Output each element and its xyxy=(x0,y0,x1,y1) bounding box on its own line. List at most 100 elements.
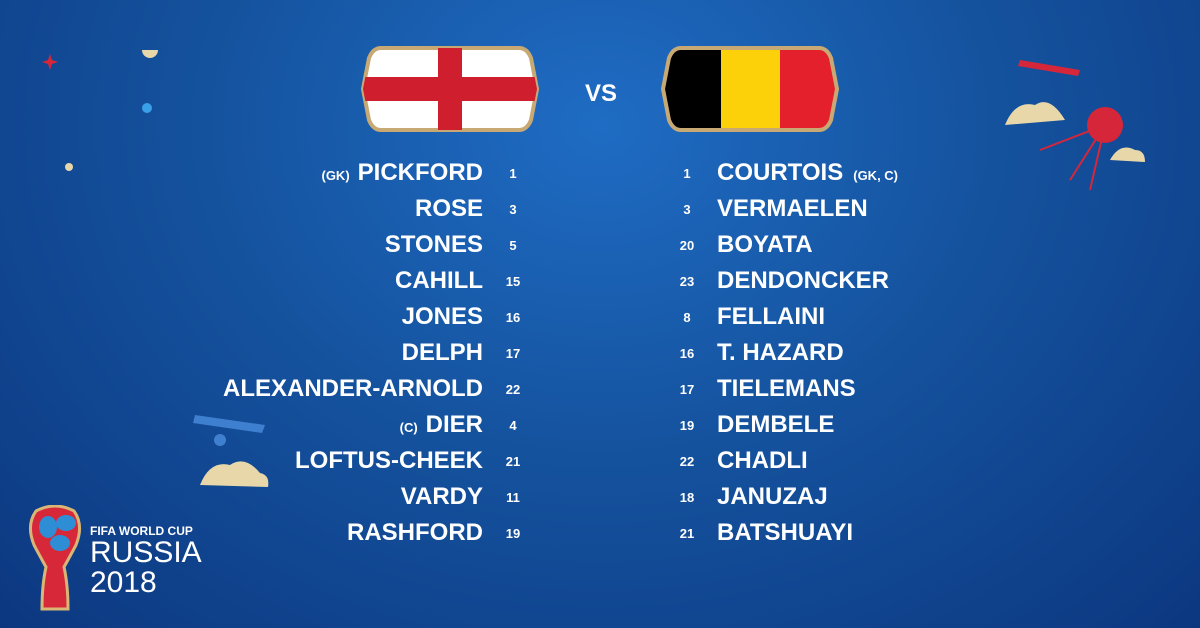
player-role-tag: (GK) xyxy=(321,168,350,183)
player-number: 20 xyxy=(679,237,695,253)
player-name: ROSE xyxy=(414,195,483,222)
player-name-group: TIELEMANS xyxy=(717,375,866,403)
player-number: 21 xyxy=(505,453,521,469)
player-name: VERMAELEN xyxy=(717,195,868,222)
player-name-group: LOFTUS-CHEEK xyxy=(287,447,483,475)
player-number: 16 xyxy=(679,345,695,361)
player-name-group: DELPH xyxy=(394,339,483,367)
player-role-tag: (GK, C) xyxy=(853,168,899,183)
player-number: 19 xyxy=(679,417,695,433)
belgium-flag xyxy=(661,46,839,132)
player-name: VARDY xyxy=(400,483,483,510)
player-name-group: CAHILL xyxy=(387,267,483,295)
player-name: CAHILL xyxy=(395,267,483,294)
world-cup-trophy-logo xyxy=(29,505,81,611)
player-name-group: BATSHUAYI xyxy=(717,519,863,547)
player-number: 11 xyxy=(506,489,520,505)
player-row: VERMAELEN 3 xyxy=(0,191,1200,227)
sputnik-decoration-icon xyxy=(1005,60,1145,191)
player-number: 18 xyxy=(679,489,695,505)
player-name: DENDONCKER xyxy=(717,267,890,294)
player-row: ALEXANDER-ARNOLD 22 xyxy=(0,371,1200,407)
player-number: 4 xyxy=(509,417,517,433)
player-name: DIER xyxy=(425,411,483,438)
player-row: RASHFORD 19 xyxy=(0,515,1200,551)
logo-line-3: 2018 xyxy=(90,566,157,599)
player-row: JONES 16 xyxy=(0,299,1200,335)
player-row: BOYATA 20 xyxy=(0,227,1200,263)
player-name: BATSHUAYI xyxy=(717,519,854,546)
player-name-group: FELLAINI xyxy=(717,303,835,331)
player-row: DEMBELE 19 xyxy=(0,407,1200,443)
player-number: 1 xyxy=(683,165,691,181)
player-name: COURTOIS xyxy=(717,159,844,186)
player-name: ALEXANDER-ARNOLD xyxy=(223,375,483,402)
vs-label: VS xyxy=(585,80,618,107)
player-name: FELLAINI xyxy=(717,303,825,330)
player-row: VARDY 11 xyxy=(0,479,1200,515)
player-name-group: JONES xyxy=(394,303,483,331)
player-name-group: (GK) PICKFORD xyxy=(321,159,483,187)
player-row: COURTOIS (GK, C) 1 xyxy=(0,155,1200,191)
player-name-group: VERMAELEN xyxy=(717,195,878,223)
celebration-figure-icon xyxy=(193,415,269,487)
player-row: DENDONCKER 23 xyxy=(0,263,1200,299)
player-row: CHADLI 22 xyxy=(0,443,1200,479)
player-number: 23 xyxy=(679,273,695,289)
player-name-group: JANUZAJ xyxy=(717,483,838,511)
player-name-group: BOYATA xyxy=(717,231,823,259)
player-name: TIELEMANS xyxy=(717,375,856,402)
player-row: CAHILL 15 xyxy=(0,263,1200,299)
player-number: 16 xyxy=(505,309,521,325)
player-name-group: STONES xyxy=(377,231,483,259)
player-row: (C) DIER 4 xyxy=(0,407,1200,443)
player-row: T. HAZARD 16 xyxy=(0,335,1200,371)
player-number: 15 xyxy=(505,273,521,289)
player-row: BATSHUAYI 21 xyxy=(0,515,1200,551)
player-name-group: DENDONCKER xyxy=(717,267,899,295)
logo-line-2: RUSSIA xyxy=(90,536,202,569)
player-name: T. HAZARD xyxy=(717,339,844,366)
player-name-group: RASHFORD xyxy=(339,519,483,547)
player-number: 17 xyxy=(679,381,695,397)
player-row: FELLAINI 8 xyxy=(0,299,1200,335)
player-name-group: DEMBELE xyxy=(717,411,844,439)
player-number: 21 xyxy=(679,525,695,541)
logo-line-1: FIFA WORLD CUP xyxy=(90,524,193,538)
player-number: 22 xyxy=(505,381,521,397)
player-name: JANUZAJ xyxy=(717,483,828,510)
player-name: JONES xyxy=(401,303,483,330)
player-name: STONES xyxy=(384,231,483,258)
player-name: BOYATA xyxy=(717,231,813,258)
player-name-group: T. HAZARD xyxy=(717,339,854,367)
player-name-group: CHADLI xyxy=(717,447,818,475)
world-cup-wordmark: FIFA WORLD CUP RUSSIA 2018 xyxy=(90,524,202,598)
player-name: PICKFORD xyxy=(357,159,483,186)
player-number: 8 xyxy=(683,309,691,325)
player-number: 5 xyxy=(509,237,517,253)
player-name-group: COURTOIS (GK, C) xyxy=(717,159,898,187)
player-row: (GK) PICKFORD 1 xyxy=(0,155,1200,191)
england-flag xyxy=(361,46,539,132)
player-row: TIELEMANS 17 xyxy=(0,371,1200,407)
player-name: DEMBELE xyxy=(717,411,835,438)
player-name-group: ROSE xyxy=(407,195,483,223)
player-number: 3 xyxy=(509,201,517,217)
player-row: STONES 5 xyxy=(0,227,1200,263)
player-number: 1 xyxy=(509,165,517,181)
player-name: DELPH xyxy=(401,339,483,366)
decorative-stars-icon xyxy=(42,50,158,171)
player-row: DELPH 17 xyxy=(0,335,1200,371)
player-row: JANUZAJ 18 xyxy=(0,479,1200,515)
player-name: LOFTUS-CHEEK xyxy=(295,447,483,474)
player-number: 22 xyxy=(679,453,695,469)
player-number: 19 xyxy=(505,525,521,541)
player-row: LOFTUS-CHEEK 21 xyxy=(0,443,1200,479)
player-number: 3 xyxy=(683,201,691,217)
player-role-tag: (C) xyxy=(399,420,418,435)
player-number: 17 xyxy=(505,345,521,361)
player-row: ROSE 3 xyxy=(0,191,1200,227)
player-name-group: ALEXANDER-ARNOLD xyxy=(215,375,483,403)
player-name-group: (C) DIER xyxy=(400,411,483,439)
player-name: CHADLI xyxy=(717,447,808,474)
